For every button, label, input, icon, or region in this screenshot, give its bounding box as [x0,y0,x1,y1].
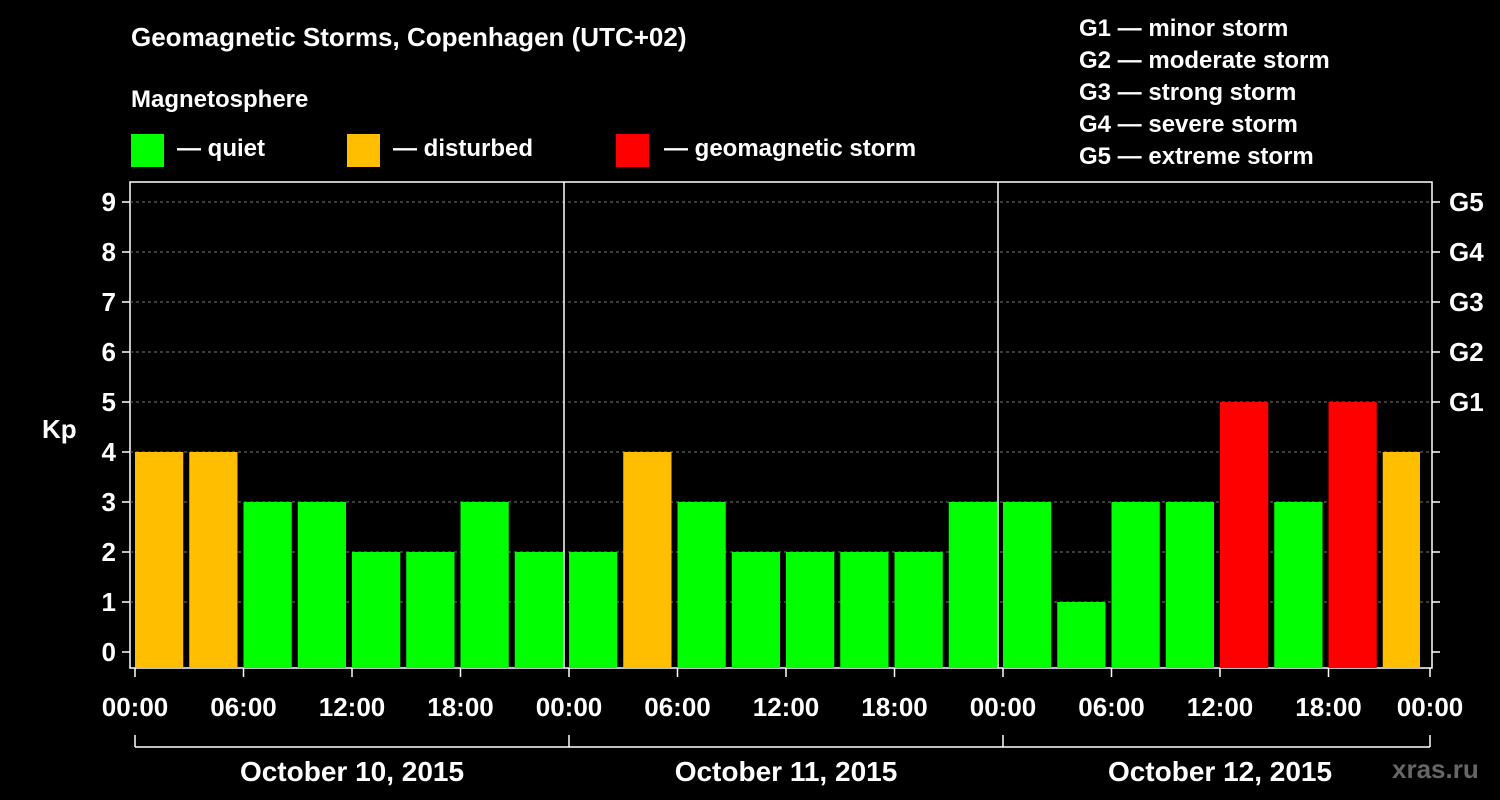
legend-label-quiet: — quiet [177,135,265,162]
kp-bar-10 [677,502,726,668]
kp-bar-1 [189,452,238,668]
x-tick-label: 12:00 [1187,692,1254,722]
kp-bar-4 [352,552,401,668]
day-label: October 11, 2015 [675,756,898,787]
kp-bar-19 [1165,502,1214,668]
y-tick-label: 0 [102,637,116,667]
kp-bar-3 [297,502,346,668]
x-tick-label: 12:00 [319,692,386,722]
x-tick-label: 18:00 [1295,692,1362,722]
kp-bar-2 [243,502,292,668]
legend-swatch-storm [616,134,649,167]
y-tick-label: 5 [102,387,116,417]
y-axis-label: Kp [42,414,77,444]
day-label: October 10, 2015 [240,756,464,787]
g-level-label: G2 [1449,337,1484,367]
y-tick-label: 2 [102,537,116,567]
plot-area [129,181,1433,669]
y-tick-label: 3 [102,487,116,517]
y-tick-label: 7 [102,287,116,317]
watermark: xras.ru [1392,754,1479,784]
kp-bar-7 [514,552,563,668]
legend-swatch-quiet [131,134,164,167]
x-tick-label: 00:00 [1397,692,1464,722]
x-tick-label: 06:00 [210,692,277,722]
x-tick-label: 18:00 [861,692,928,722]
kp-bar-5 [406,552,455,668]
kp-bar-16 [1003,502,1052,668]
y-tick-label: 9 [102,187,116,217]
legend-swatch-disturbed [347,134,380,167]
kp-bar-15 [948,502,997,668]
storm-scale-g4: G4 — severe storm [1079,111,1298,138]
legend-label-disturbed: — disturbed [393,135,534,162]
kp-bar-8 [569,552,618,668]
kp-bar-18 [1111,502,1160,668]
kp-bar-12 [786,552,835,668]
storm-scale-g5: G5 — extreme storm [1079,143,1314,170]
kp-bar-14 [894,552,943,668]
x-tick-label: 00:00 [970,692,1037,722]
kp-bar-6 [460,502,509,668]
kp-bar-20 [1220,402,1269,668]
legend-heading: Magnetosphere [131,86,309,113]
x-tick-label: 12:00 [753,692,820,722]
storm-scale-g2: G2 — moderate storm [1079,47,1330,74]
g-level-label: G4 [1449,237,1484,267]
day-label: October 12, 2015 [1108,756,1332,787]
storm-scale-g1: G1 — minor storm [1079,15,1289,42]
y-tick-label: 1 [102,587,116,617]
x-tick-label: 06:00 [644,692,711,722]
legend-label-storm: — geomagnetic storm [664,135,917,162]
storm-scale-g3: G3 — strong storm [1079,79,1297,106]
x-tick-label: 00:00 [102,692,169,722]
g-level-label: G5 [1449,187,1484,217]
kp-bar-0 [135,452,184,668]
kp-bar-21 [1274,502,1323,668]
g-level-label: G1 [1449,387,1484,417]
y-tick-label: 4 [102,437,117,467]
y-tick-label: 8 [102,237,116,267]
kp-bar-13 [840,552,889,668]
x-tick-label: 18:00 [427,692,494,722]
kp-bar-22 [1328,402,1377,668]
kp-bar-17 [1057,602,1106,668]
x-tick-label: 00:00 [536,692,603,722]
kp-bar-11 [731,552,780,668]
chart-title: Geomagnetic Storms, Copenhagen (UTC+02) [131,22,687,52]
g-level-label: G3 [1449,287,1484,317]
kp-bar-9 [623,452,672,668]
y-tick-label: 6 [102,337,116,367]
kp-bar-23 [1382,452,1420,668]
x-tick-label: 06:00 [1078,692,1145,722]
